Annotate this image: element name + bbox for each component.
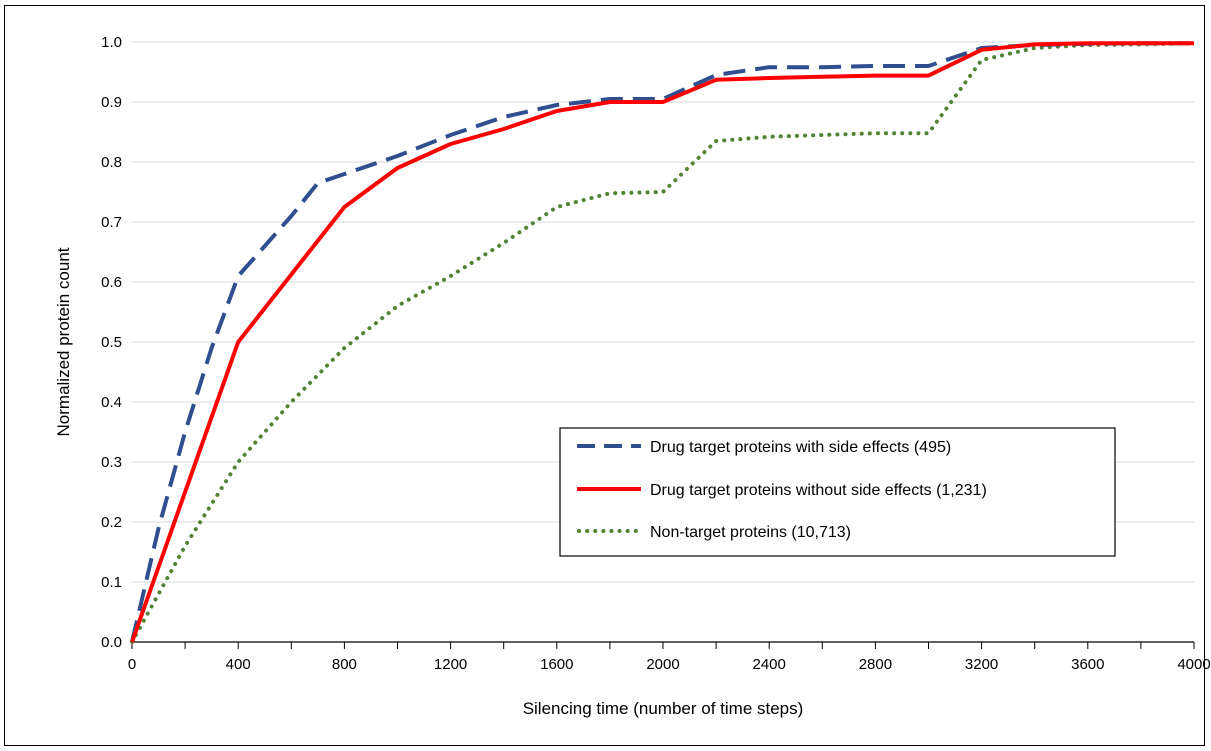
y-tick-label: 0.1	[101, 574, 122, 591]
y-tick-label: 0.8	[101, 154, 122, 171]
x-tick-label: 400	[226, 656, 251, 673]
x-tick-label: 3200	[965, 656, 998, 673]
x-tick-label: 2800	[859, 656, 892, 673]
x-tick-label: 2400	[753, 656, 786, 673]
x-tick-label: 800	[332, 656, 357, 673]
x-tick-label: 1600	[540, 656, 573, 673]
legend-label-non-target: Non-target proteins (10,713)	[650, 524, 851, 541]
x-axis-title: Silencing time (number of time steps)	[523, 699, 804, 718]
y-tick-label: 0.4	[101, 394, 122, 411]
x-tick-label: 2000	[646, 656, 679, 673]
y-tick-label: 0.7	[101, 214, 122, 231]
series-line-solid	[130, 41, 1194, 643]
y-tick-label: 0.5	[101, 334, 122, 351]
legend-label-with-side-effects: Drug target proteins with side effects (…	[650, 439, 951, 456]
y-tick-label: 0.2	[101, 514, 122, 531]
series-lines	[130, 41, 1196, 644]
x-tick-label: 3600	[1071, 656, 1104, 673]
y-tick-label: 0.9	[101, 94, 122, 111]
y-axis-title: Normalized protein count	[54, 247, 73, 436]
legend-box	[559, 427, 1116, 557]
x-tick-label: 4000	[1177, 656, 1210, 673]
x-tick-label: 1200	[434, 656, 467, 673]
legend: Drug target proteins with side effects (…	[559, 427, 1116, 557]
y-tick-label: 0.0	[101, 634, 122, 651]
tick-labels: 0.0 0.1 0.2 0.3 0.4 0.5 0.6 0.7 0.8 0.9 1.0 0 400 800…	[101, 34, 1211, 673]
y-tick-label: 0.6	[101, 274, 122, 291]
axes	[131, 641, 1195, 649]
y-tick-label: 1.0	[101, 34, 122, 51]
legend-label-without-side-effects: Drug target proteins without side effect…	[650, 482, 987, 499]
y-tick-label: 0.3	[101, 454, 122, 471]
x-tick-label: 0	[128, 656, 136, 673]
series-line-dotted	[130, 41, 1196, 644]
